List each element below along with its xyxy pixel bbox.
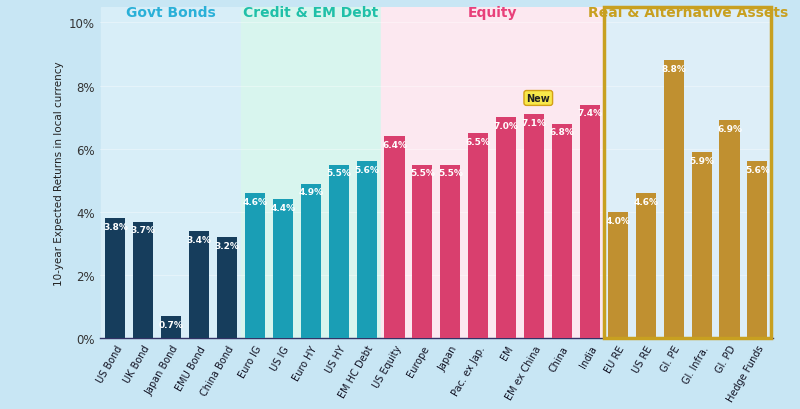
Bar [189,231,209,339]
Text: Govt Bonds: Govt Bonds [126,6,216,20]
Bar [273,200,293,339]
Text: 6.9%: 6.9% [717,125,742,134]
Text: 4.4%: 4.4% [270,204,295,213]
Text: 6.8%: 6.8% [550,128,574,137]
Bar [301,184,321,339]
Bar [636,193,656,339]
Bar [412,165,433,339]
Bar [381,7,604,339]
Text: 3.4%: 3.4% [186,235,211,244]
Text: 4.6%: 4.6% [242,198,267,207]
Bar [747,162,767,339]
Bar [664,61,684,339]
Bar [580,105,600,339]
Bar [468,134,488,339]
Text: 3.8%: 3.8% [103,222,128,231]
Text: 6.5%: 6.5% [466,137,490,146]
Bar [161,317,182,339]
Bar [608,213,628,339]
Text: 3.7%: 3.7% [130,226,156,235]
Bar [385,137,405,339]
Bar [719,121,739,339]
Text: 3.2%: 3.2% [214,242,239,250]
Bar [245,193,265,339]
Bar [496,118,516,339]
Text: Credit & EM Debt: Credit & EM Debt [243,6,378,20]
Text: Equity: Equity [467,6,517,20]
Text: 5.6%: 5.6% [354,166,379,175]
Bar [106,219,126,339]
Text: 5.9%: 5.9% [689,156,714,165]
Bar [552,124,572,339]
Bar [604,7,771,339]
Y-axis label: 10-year Expected Returns in local currency: 10-year Expected Returns in local curren… [54,61,63,285]
Text: 4.6%: 4.6% [634,198,658,207]
Text: 5.5%: 5.5% [438,169,462,178]
Text: New: New [526,94,550,104]
Text: 5.6%: 5.6% [745,166,770,175]
Bar [329,165,349,339]
Text: 7.0%: 7.0% [494,121,518,130]
Bar [133,222,154,339]
Bar [691,153,712,339]
Text: Real & Alternative Assets: Real & Alternative Assets [587,6,788,20]
Bar [357,162,377,339]
Text: 5.5%: 5.5% [326,169,351,178]
Text: 5.5%: 5.5% [410,169,435,178]
Text: 7.4%: 7.4% [578,109,602,118]
Bar [241,7,381,339]
Text: 8.8%: 8.8% [662,65,686,74]
Bar [440,165,460,339]
Bar [604,7,771,339]
Text: 7.1%: 7.1% [522,119,546,128]
Text: 4.9%: 4.9% [298,188,323,197]
Text: 6.4%: 6.4% [382,141,407,150]
Bar [524,115,544,339]
Text: 4.0%: 4.0% [606,216,630,225]
Bar [102,7,241,339]
Text: 0.7%: 0.7% [158,320,183,329]
Bar [217,238,237,339]
